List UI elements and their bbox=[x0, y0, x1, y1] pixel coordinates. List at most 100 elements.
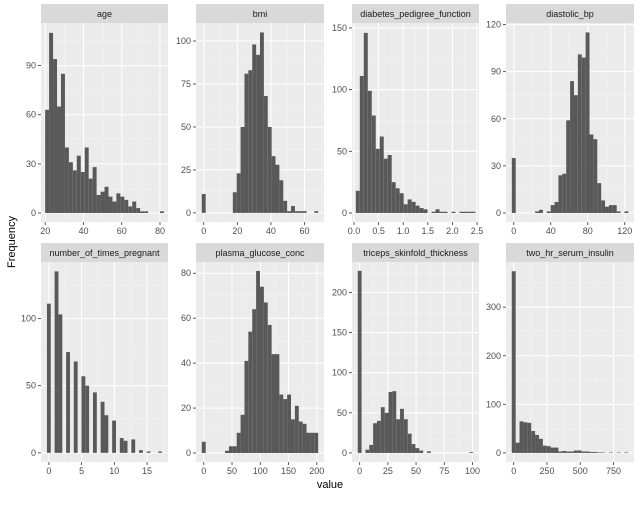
histogram-bar bbox=[201, 441, 206, 454]
histogram-bar bbox=[469, 452, 474, 453]
histogram-bar bbox=[376, 420, 381, 453]
histogram-bar bbox=[263, 302, 268, 454]
x-tick-label: 0 bbox=[511, 226, 516, 236]
histogram-bar bbox=[236, 432, 241, 454]
y-tick-label: 25 bbox=[181, 165, 191, 175]
histogram-bar bbox=[585, 451, 590, 453]
x-tick-label: 1.5 bbox=[422, 226, 435, 236]
facet-strip-label: diabetes_pedigree_function bbox=[360, 9, 471, 19]
y-tick-label: 0 bbox=[496, 448, 501, 458]
histogram-bar bbox=[546, 446, 551, 453]
histogram-bar bbox=[554, 447, 559, 453]
histogram-bar bbox=[400, 408, 404, 453]
histogram-bar bbox=[116, 193, 121, 213]
histogram-bar bbox=[387, 155, 392, 213]
histogram-bar bbox=[287, 394, 292, 454]
histogram-bar bbox=[415, 205, 420, 213]
facet-strip bbox=[41, 4, 168, 23]
x-tick-label: 25 bbox=[383, 466, 393, 476]
x-tick-label: 80 bbox=[583, 226, 593, 236]
x-tick-label: 40 bbox=[266, 226, 276, 236]
y-tick-label: 150 bbox=[332, 328, 347, 338]
x-tick-label: 2.5 bbox=[471, 226, 484, 236]
histogram-bar bbox=[259, 32, 264, 213]
histogram-bar bbox=[112, 201, 117, 213]
histogram-bar bbox=[60, 73, 65, 213]
y-tick-label: 100 bbox=[332, 368, 347, 378]
histogram-bar bbox=[570, 451, 574, 453]
histogram-bar bbox=[365, 449, 370, 453]
histogram-bar bbox=[271, 354, 276, 454]
facet-strip bbox=[41, 243, 168, 262]
histogram-bar bbox=[562, 450, 567, 453]
panel-age: age 20 40 60 80 0 30 60 90 bbox=[26, 4, 168, 236]
x-tick-label: 80 bbox=[155, 226, 165, 236]
facet-strip-label: age bbox=[97, 9, 112, 19]
histogram-bar bbox=[140, 211, 145, 213]
y-tick-label: 90 bbox=[491, 67, 501, 77]
histogram-bar bbox=[131, 439, 136, 453]
facet-strip bbox=[196, 243, 324, 262]
histogram-bar bbox=[411, 201, 416, 213]
panel-diabetes-pedigree-function: diabetes_pedigree_function 0.0 0.5 1.0 1.5 2.… bbox=[332, 4, 483, 236]
facet-strip-label: number_of_times_pregnant bbox=[49, 248, 160, 258]
histogram-bar bbox=[96, 194, 101, 213]
histogram-bar bbox=[54, 271, 59, 453]
facet-strip bbox=[352, 243, 479, 262]
y-tick-label: 0 bbox=[31, 208, 36, 218]
histogram-bar bbox=[392, 391, 397, 453]
histogram-bar bbox=[355, 190, 360, 213]
histogram-bar bbox=[100, 401, 105, 453]
histogram-bar bbox=[573, 95, 578, 213]
histogram-bar bbox=[119, 438, 124, 453]
histogram-bar bbox=[81, 376, 86, 453]
histogram-bar bbox=[535, 434, 539, 453]
histogram-bar bbox=[597, 183, 602, 213]
histogram-bar bbox=[146, 451, 151, 453]
panel-two-hr-serum-insulin: two_hr_serum_insulin 0 250 500 750 0 100 200 300 bbox=[486, 243, 634, 476]
histogram-bar bbox=[415, 448, 420, 453]
histogram-bar bbox=[570, 81, 574, 213]
histogram-bar bbox=[64, 147, 69, 213]
y-tick-label: 60 bbox=[181, 313, 191, 323]
histogram-bar bbox=[577, 54, 582, 213]
histogram-bar bbox=[158, 451, 163, 453]
histogram-bar bbox=[407, 199, 412, 213]
histogram-bar bbox=[363, 32, 368, 213]
histogram-bar bbox=[104, 415, 109, 453]
histogram-bar bbox=[256, 270, 260, 454]
facet-strip-label: diastolic_bp bbox=[546, 9, 594, 19]
x-tick-label: 50 bbox=[227, 466, 237, 476]
x-tick-label: 0 bbox=[357, 466, 362, 476]
y-tick-label: 100 bbox=[486, 399, 501, 409]
y-tick-label: 30 bbox=[491, 161, 501, 171]
x-tick-label: 0 bbox=[511, 466, 516, 476]
histogram-bar bbox=[601, 200, 606, 213]
histogram-bar bbox=[88, 178, 93, 213]
y-tick-label: 40 bbox=[181, 358, 191, 368]
x-tick-label: 750 bbox=[606, 466, 621, 476]
y-tick-label: 0 bbox=[342, 208, 347, 218]
histogram-bar bbox=[608, 205, 613, 213]
histogram-bar bbox=[419, 450, 424, 453]
histogram-bar bbox=[298, 211, 303, 213]
x-tick-label: 10 bbox=[109, 466, 119, 476]
histogram-bar bbox=[616, 211, 621, 213]
histogram-bar bbox=[232, 446, 237, 454]
histogram-bar bbox=[236, 173, 241, 213]
x-tick-label: 150 bbox=[281, 466, 296, 476]
histogram-bar bbox=[399, 193, 404, 213]
y-tick-label: 0 bbox=[496, 208, 501, 218]
histogram-bar bbox=[267, 126, 272, 213]
x-tick-label: 100 bbox=[465, 466, 480, 476]
histogram-bar bbox=[463, 211, 468, 213]
histogram-bar bbox=[519, 421, 524, 453]
histogram-bar bbox=[275, 164, 280, 213]
histogram-bar bbox=[128, 206, 133, 213]
histogram-bar bbox=[511, 271, 516, 453]
y-tick-label: 0 bbox=[186, 448, 191, 458]
x-tick-label: 40 bbox=[78, 226, 88, 236]
histogram-bar bbox=[84, 147, 89, 213]
histogram-bar bbox=[302, 423, 307, 454]
histogram-bar bbox=[294, 405, 299, 454]
